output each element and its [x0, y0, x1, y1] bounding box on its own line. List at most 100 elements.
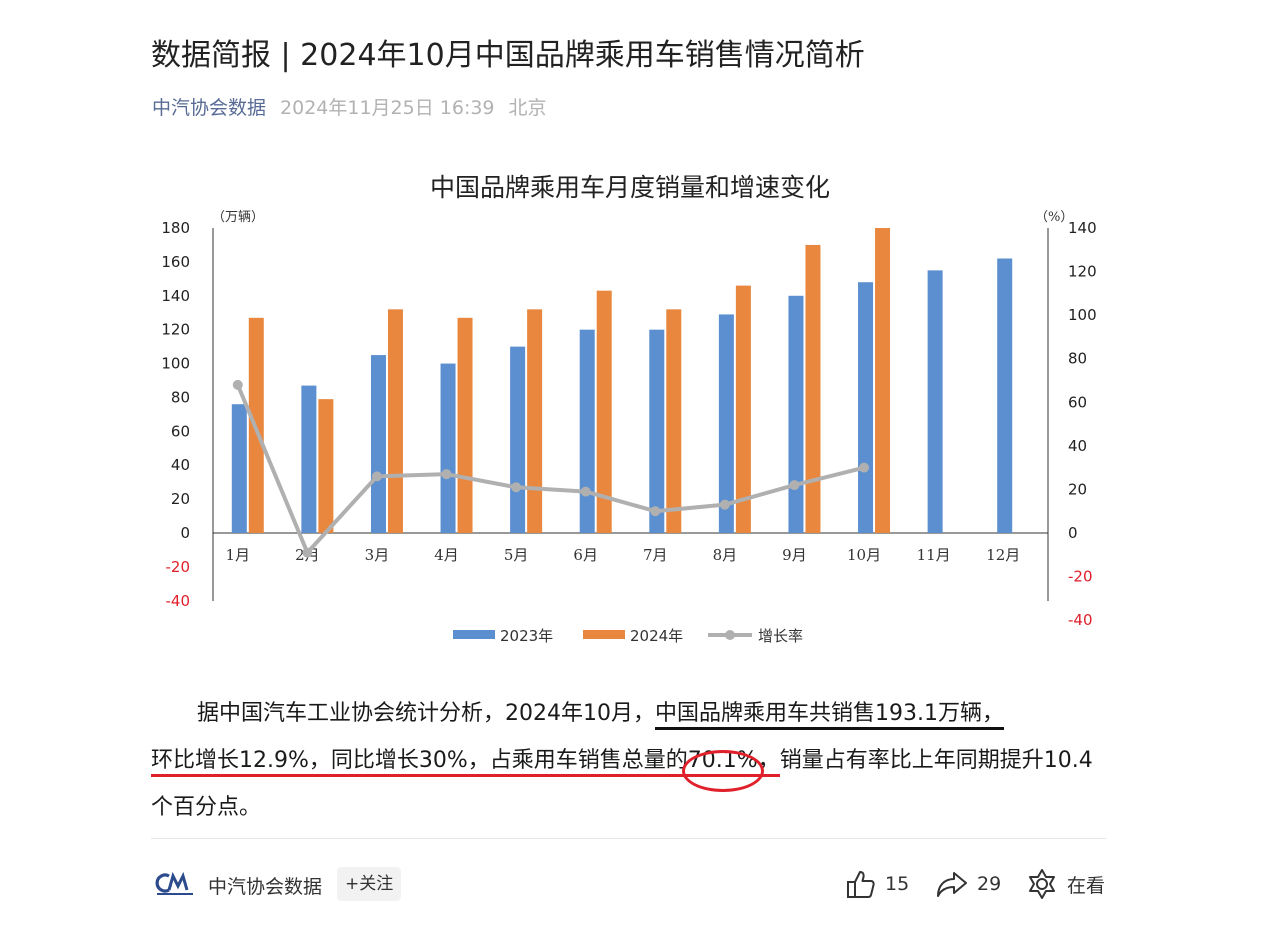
x-tick-label: 12月	[986, 546, 1020, 564]
bar-2023年	[927, 270, 943, 533]
growth-rate-point	[441, 469, 452, 480]
x-tick-label: 7月	[643, 546, 668, 564]
growth-rate-point	[232, 379, 243, 390]
bar-2023年	[510, 346, 526, 533]
article-title: 数据简报 | 2024年10月中国品牌乘用车销售情况简析	[151, 38, 865, 73]
y-tick-right: 0	[1068, 524, 1078, 542]
growth-rate-point	[859, 462, 870, 473]
wow-star-icon	[1029, 869, 1055, 899]
article-meta: 中汽协会数据 2024年11月25日 16:39 北京	[152, 93, 547, 120]
legend-swatch-2023	[453, 630, 495, 639]
bar-2023年	[370, 355, 386, 533]
y-tick-right: -20	[1068, 568, 1093, 586]
y-tick-left: 160	[161, 253, 190, 271]
article-paragraph: 据中国汽车工业协会统计分析，2024年10月，中国品牌乘用车共销售193.1万辆…	[151, 690, 1111, 831]
like-button[interactable]: 15	[845, 866, 909, 902]
bar-2024年	[527, 309, 543, 533]
y-tick-left: 120	[161, 321, 190, 339]
share-button[interactable]: 29	[935, 866, 1001, 902]
bar-2023年	[649, 329, 665, 533]
bar-2024年	[805, 244, 821, 533]
y-tick-left: 140	[161, 287, 190, 305]
y-tick-left: 80	[171, 388, 190, 406]
thumb-up-icon	[847, 871, 875, 898]
bar-2023年	[579, 329, 595, 533]
chart-title: 中国品牌乘用车月度销量和增速变化	[430, 173, 830, 202]
paragraph-text-6: 销量占有率比上年同期提升10.4个百分点。	[151, 748, 1093, 820]
x-tick-label: 9月	[782, 546, 807, 564]
y-tick-right: 140	[1068, 219, 1097, 237]
x-tick-label: 11月	[917, 546, 951, 564]
y-tick-left: -40	[166, 592, 191, 610]
highlight-black-underline: 中国品牌乘用车共销售193.1万辆，	[654, 701, 1004, 730]
growth-rate-point	[719, 499, 730, 510]
legend-label-2023: 2023年	[500, 627, 553, 645]
like-count: 15	[885, 873, 910, 895]
bar-2024年	[875, 228, 891, 533]
wow-label: 在看	[1067, 874, 1106, 897]
y-tick-left: 60	[171, 422, 190, 440]
growth-rate-point	[580, 486, 591, 497]
bar-2024年	[596, 290, 612, 533]
y-tick-left: 20	[171, 490, 190, 508]
bar-2024年	[666, 309, 682, 533]
follow-button[interactable]: +关注	[337, 867, 402, 901]
wow-button[interactable]: 在看	[1025, 866, 1105, 902]
x-tick-label: 3月	[365, 546, 390, 564]
y-tick-right: -40	[1068, 611, 1093, 629]
x-tick-label: 1月	[226, 546, 251, 564]
legend-label-growth: 增长率	[758, 627, 803, 645]
footer-account-name[interactable]: 中汽协会数据	[208, 876, 323, 898]
legend-marker-growth	[725, 630, 735, 640]
growth-rate-line	[235, 384, 865, 555]
y-tick-right: 80	[1068, 350, 1087, 368]
legend-swatch-2024	[583, 630, 625, 639]
bar-2024年	[387, 309, 403, 533]
y-tick-right: 60	[1068, 393, 1087, 411]
y-tick-left: 40	[171, 456, 190, 474]
circled-percentage: 70.1%	[687, 748, 758, 773]
y-axis-left-unit: （万辆）	[212, 210, 264, 225]
growth-rate-point	[650, 506, 661, 517]
bar-2024年	[457, 317, 473, 533]
legend-label-2024: 2024年	[630, 627, 683, 645]
paragraph-text-1: 据中国汽车工业协会统计分析，2024年10月，	[197, 701, 655, 726]
publish-location: 北京	[508, 97, 547, 119]
publish-time: 2024年11月25日 16:39	[280, 97, 495, 119]
bar-2024年	[318, 399, 334, 533]
x-tick-label: 6月	[573, 546, 598, 564]
y-tick-right: 120	[1068, 263, 1097, 281]
highlight-red-underline: 环比增长12.9%，同比增长30%，占乘用车销售总量的70.1%，	[151, 748, 780, 777]
source-account-link[interactable]: 中汽协会数据	[152, 97, 267, 119]
bar-2023年	[301, 385, 317, 533]
paragraph-text-3: 环比增长12.9%，同比增长30%，占乘用车销售总量的	[151, 748, 688, 773]
bar-2023年	[997, 258, 1013, 533]
cm-logo-icon	[155, 872, 193, 895]
sales-chart: 中国品牌乘用车月度销量和增速变化 （万辆） （%） 180 160 140 120 100 80…	[161, 173, 1097, 645]
bar-2024年	[735, 285, 751, 533]
bar-2023年	[440, 363, 456, 533]
growth-rate-point	[789, 480, 800, 491]
y-tick-left: 0	[180, 524, 190, 542]
y-tick-left: 180	[161, 219, 190, 237]
y-tick-right: 100	[1068, 306, 1097, 324]
growth-rate-point	[302, 547, 313, 558]
growth-rate-point	[511, 482, 522, 493]
y-axis-right-unit: （%）	[1035, 210, 1073, 225]
y-tick-right: 40	[1068, 437, 1087, 455]
x-tick-label: 4月	[434, 546, 459, 564]
x-tick-label: 8月	[713, 546, 738, 564]
growth-rate-point	[371, 471, 382, 482]
y-tick-left: 100	[161, 355, 190, 373]
share-arrow-icon	[937, 872, 967, 897]
y-tick-right: 20	[1068, 480, 1087, 498]
article-footer: 中汽协会数据 +关注 15 29 在看	[151, 864, 1106, 904]
share-count: 29	[977, 873, 1002, 895]
bar-2023年	[788, 295, 804, 533]
footer-divider	[151, 838, 1106, 839]
bar-2023年	[231, 404, 247, 533]
bar-2023年	[858, 282, 874, 533]
x-tick-label: 5月	[504, 546, 529, 564]
x-tick-label: 10月	[847, 546, 881, 564]
bar-2023年	[718, 314, 734, 533]
